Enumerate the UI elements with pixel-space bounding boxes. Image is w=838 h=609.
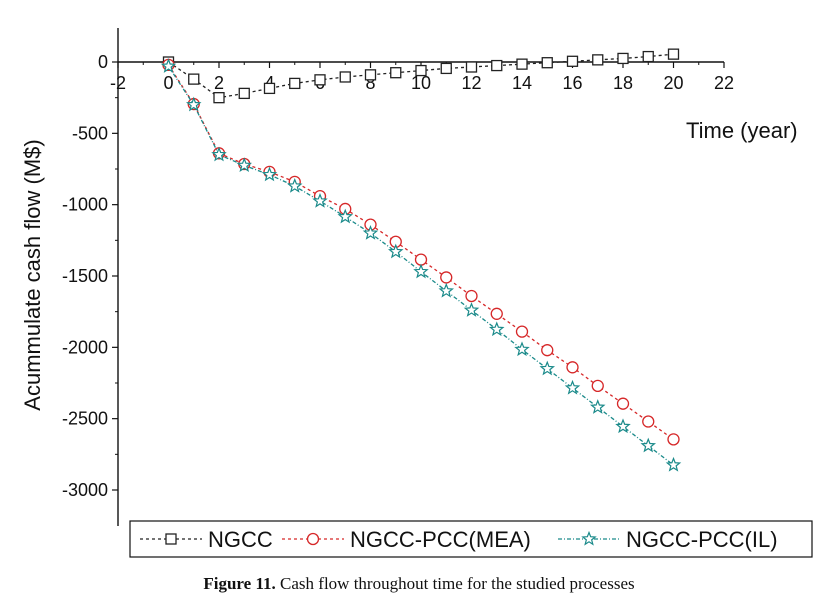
legend: NGCC NGCC-PCC(MEA) NGCC-PCC(IL) [129, 520, 813, 558]
figure-caption: Figure 11. Cash flow throughout time for… [0, 574, 838, 594]
x-tick-label: 16 [562, 73, 582, 93]
data-point [541, 344, 554, 357]
data-point [438, 282, 455, 298]
y-tick-label: -2000 [62, 337, 108, 357]
data-point [591, 379, 604, 393]
x-tick-label: 0 [163, 73, 173, 93]
legend-marker [581, 530, 597, 546]
series-1 [162, 58, 680, 446]
data-point [566, 361, 579, 374]
data-point [592, 54, 604, 66]
axes: 0-500-1000-1500-2000-2500-3000-202468101… [62, 28, 734, 526]
data-point [414, 253, 428, 266]
data-point [390, 67, 402, 79]
x-axis-title: Time (year) [686, 118, 798, 143]
series-2 [160, 58, 682, 472]
data-point [615, 418, 631, 434]
y-tick-label: -1500 [62, 266, 108, 286]
data-point [617, 52, 629, 65]
data-point [362, 225, 379, 240]
data-point [413, 263, 429, 279]
data-point [387, 243, 404, 259]
data-point [213, 92, 225, 104]
y-tick-label: -500 [72, 123, 108, 143]
data-point [312, 192, 328, 208]
x-tick-label: 10 [411, 73, 431, 93]
data-point [589, 399, 606, 414]
data-point [286, 177, 303, 193]
data-point [415, 64, 427, 77]
data-point [642, 415, 655, 428]
data-point [236, 157, 253, 173]
data-point [616, 397, 630, 410]
cash-flow-chart: 0-500-1000-1500-2000-2500-3000-202468101… [20, 28, 813, 558]
y-tick-label: -1000 [62, 195, 108, 215]
data-point [261, 166, 278, 182]
data-point [337, 208, 354, 224]
figure-caption-text: Cash flow throughout time for the studie… [275, 574, 635, 593]
x-tick-label: -2 [110, 73, 126, 93]
legend-label: NGCC-PCC(IL) [626, 527, 778, 552]
data-point [188, 73, 200, 85]
data-point [514, 341, 530, 357]
series-0 [162, 48, 680, 104]
data-point [263, 82, 276, 95]
data-point [238, 87, 250, 100]
data-point [515, 325, 529, 338]
data-point [364, 69, 377, 81]
x-tick-label: 20 [663, 73, 683, 93]
data-point [566, 55, 579, 67]
data-point [314, 74, 326, 86]
y-tick-label: -2500 [62, 409, 108, 429]
legend-marker [165, 533, 177, 545]
data-point [539, 360, 556, 376]
y-tick-label: 0 [98, 52, 108, 72]
x-tick-label: 14 [512, 73, 532, 93]
series-layer [160, 48, 682, 472]
data-point [160, 58, 177, 73]
data-point [289, 77, 301, 90]
y-tick-label: -3000 [62, 480, 108, 500]
data-point [541, 57, 553, 69]
data-point [185, 96, 202, 112]
data-point [667, 48, 680, 60]
legend-label: NGCC-PCC(MEA) [350, 527, 531, 552]
data-point [440, 271, 453, 284]
data-point [516, 58, 528, 70]
data-point [642, 50, 654, 63]
data-point [488, 321, 505, 337]
x-tick-label: 2 [214, 73, 224, 93]
data-point [667, 433, 680, 446]
x-tick-label: 22 [714, 73, 734, 93]
x-tick-label: 12 [461, 73, 481, 93]
data-point [564, 379, 581, 395]
figure-caption-label: Figure 11. [203, 574, 276, 593]
data-point [339, 71, 351, 83]
y-axis-title: Acummulate cash flow (M$) [20, 139, 45, 410]
data-point [465, 289, 478, 303]
data-point [490, 307, 503, 320]
x-tick-label: 8 [365, 73, 375, 93]
data-point [465, 61, 478, 73]
legend-marker [306, 532, 320, 546]
data-point [211, 146, 227, 162]
legend-label: NGCC [208, 527, 273, 552]
data-point [440, 62, 452, 75]
data-point [665, 456, 682, 472]
x-tick-label: 18 [613, 73, 633, 93]
data-point [491, 59, 503, 72]
data-point [640, 437, 657, 453]
data-point [463, 302, 480, 317]
legend-box [129, 520, 813, 558]
